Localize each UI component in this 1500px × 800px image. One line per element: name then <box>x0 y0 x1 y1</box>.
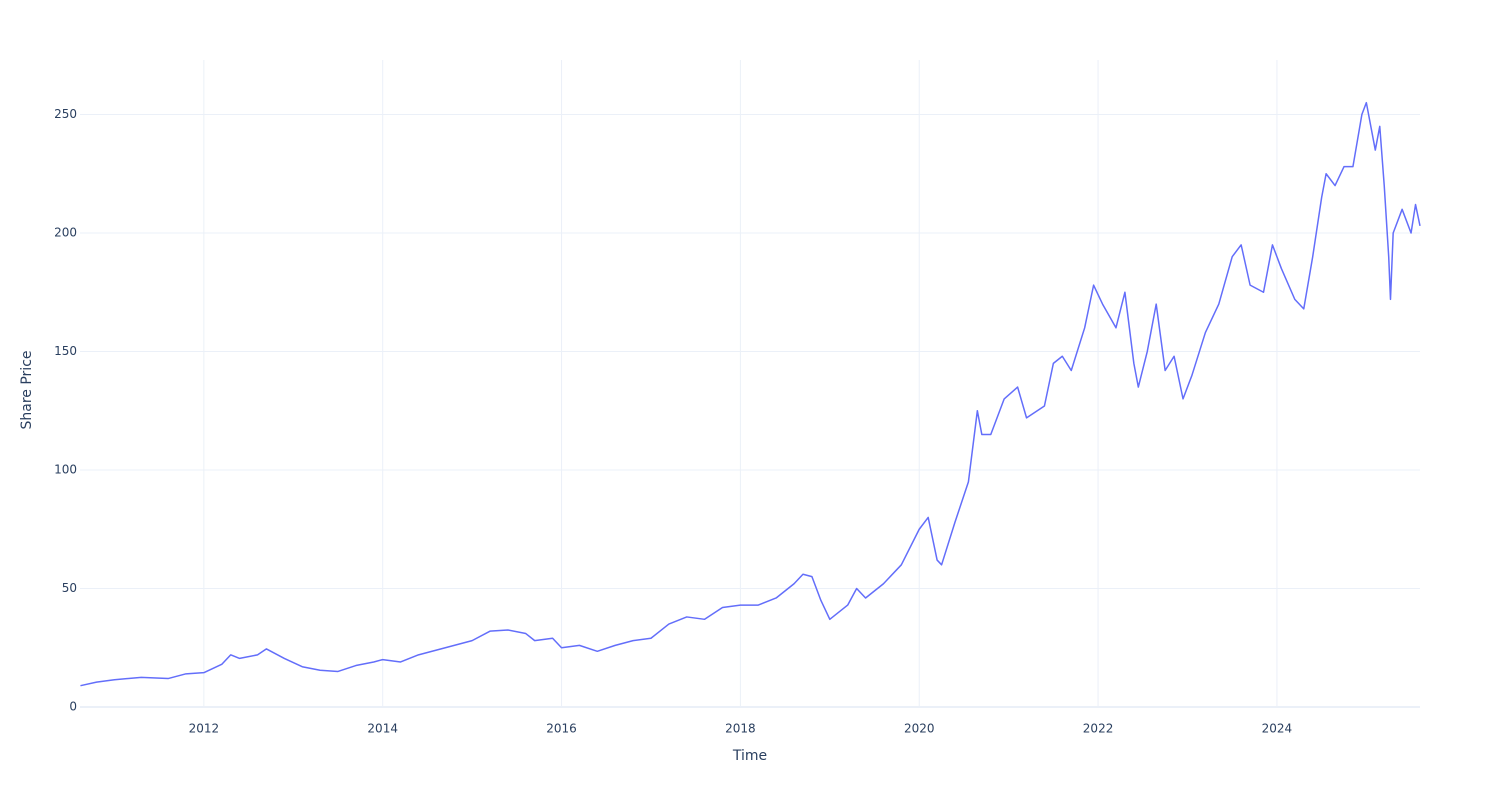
y-tick-label: 250 <box>54 107 77 121</box>
x-tick-label: 2024 <box>1262 722 1293 736</box>
y-tick-label: 150 <box>54 344 77 358</box>
x-tick-label: 2020 <box>904 722 935 736</box>
x-tick-label: 2022 <box>1083 722 1114 736</box>
x-axis-title: Time <box>732 748 767 764</box>
x-tick-label: 2014 <box>367 722 398 736</box>
y-tick-label: 200 <box>54 226 77 240</box>
y-axis-title: Share Price <box>19 350 35 429</box>
x-tick-label: 2012 <box>189 722 220 736</box>
y-tick-label: 0 <box>69 700 77 714</box>
y-tick-label: 100 <box>54 463 77 477</box>
price-line <box>80 101 1421 687</box>
x-tick-label: 2018 <box>725 722 756 736</box>
y-tick-label: 50 <box>62 581 77 595</box>
x-tick-label: 2016 <box>546 722 577 736</box>
